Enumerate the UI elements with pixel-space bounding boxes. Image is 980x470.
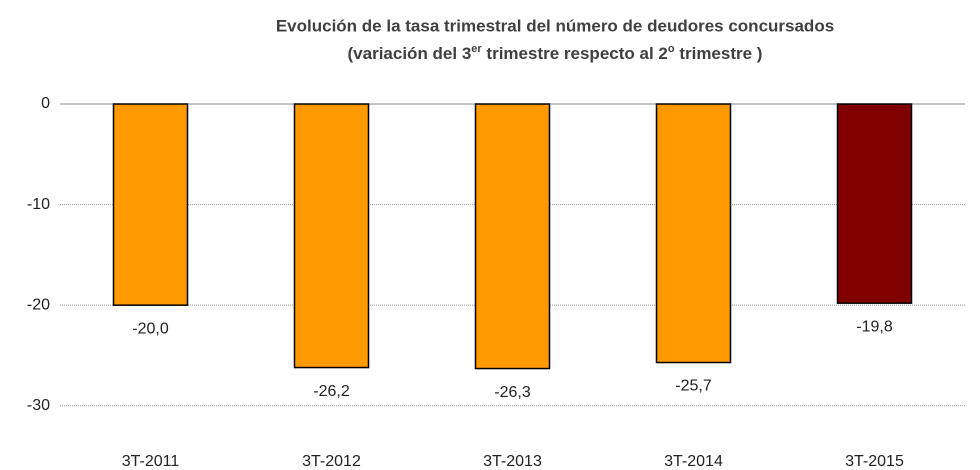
y-tick-label: -20 <box>27 296 50 313</box>
x-tick-label: 3T-2012 <box>302 453 361 470</box>
x-tick-label: 3T-2013 <box>483 453 542 470</box>
value-label: -25,7 <box>675 378 712 395</box>
y-tick-label: -10 <box>27 196 50 213</box>
superscript: o <box>668 43 675 55</box>
bar <box>474 103 551 370</box>
value-label: -26,3 <box>494 384 531 401</box>
x-tick-label: 3T-2011 <box>122 453 180 470</box>
bar <box>655 103 732 364</box>
chart-subtitle: (variación del 3er trimestre respecto al… <box>348 43 763 64</box>
bar <box>112 103 189 306</box>
x-tick-label: 3T-2014 <box>664 453 723 470</box>
y-tick-label: -30 <box>27 397 50 414</box>
subtitle-part: trimestre respecto al 2 <box>482 44 668 63</box>
value-label: -26,2 <box>313 383 350 400</box>
x-tick-label: 3T-2015 <box>845 453 904 470</box>
bar <box>836 103 913 304</box>
subtitle-part: trimestre ) <box>675 44 763 63</box>
value-label: -19,8 <box>856 318 893 335</box>
bar <box>293 103 370 369</box>
value-label: -20,0 <box>132 320 169 337</box>
superscript: er <box>471 43 482 55</box>
subtitle-part: (variación del 3 <box>348 44 472 63</box>
chart-title: Evolución de la tasa trimestral del núme… <box>276 16 834 35</box>
y-tick-label: 0 <box>41 95 50 112</box>
